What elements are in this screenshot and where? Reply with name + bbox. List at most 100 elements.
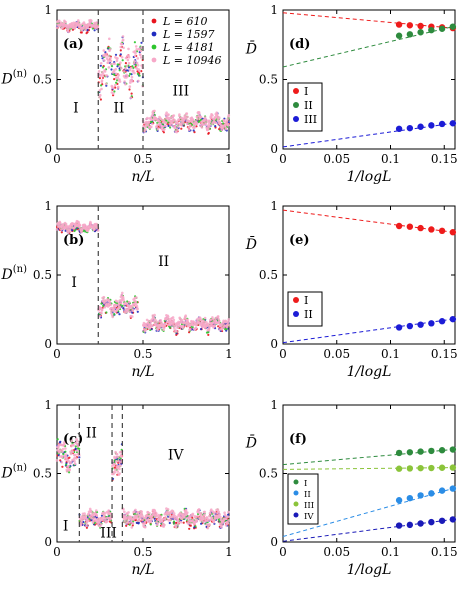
data-point	[395, 222, 403, 230]
y-axis-label: D(n)	[1, 463, 28, 482]
fit-line	[282, 518, 453, 542]
data-point	[189, 125, 192, 128]
data-point	[163, 322, 167, 326]
data-point	[117, 73, 120, 77]
legend-marker	[151, 18, 157, 24]
data-point	[99, 73, 103, 77]
data-point	[99, 98, 102, 101]
fit-line	[282, 449, 453, 466]
data-point	[103, 70, 107, 73]
data-point	[172, 318, 176, 322]
data-point	[217, 319, 221, 323]
data-point	[125, 524, 128, 527]
data-point	[207, 126, 210, 129]
data-point	[214, 121, 218, 124]
panel-e: 0 0.05 0.1 0.15 0 0.5 1 1/logL D̄ (e) III	[245, 199, 458, 380]
legend-entry: L = 4181	[162, 41, 215, 54]
data-point	[101, 72, 105, 75]
data-point	[138, 69, 141, 73]
data-point	[147, 120, 151, 124]
data-point	[167, 124, 170, 127]
data-point	[428, 464, 435, 472]
data-point	[64, 455, 68, 459]
data-point	[227, 510, 230, 514]
data-point	[129, 66, 133, 70]
x-tick-label: 0.05	[323, 545, 350, 559]
data-point	[124, 62, 127, 65]
data-point	[151, 324, 154, 327]
data-point	[95, 21, 99, 25]
data-point	[395, 522, 403, 529]
data-point	[224, 127, 228, 131]
data-point	[116, 470, 119, 473]
data-point	[156, 328, 159, 332]
data-point	[173, 517, 176, 520]
data-point	[122, 46, 125, 50]
data-point	[169, 126, 172, 129]
data-point	[428, 122, 435, 129]
data-point	[135, 61, 139, 65]
data-point	[214, 125, 217, 128]
data-point	[438, 25, 446, 32]
data-point	[113, 313, 116, 316]
y-tick-label: 0.5	[33, 73, 52, 87]
data-point	[227, 318, 230, 321]
data-point	[146, 124, 150, 127]
data-point	[173, 514, 177, 518]
data-point	[137, 79, 140, 83]
data-point	[97, 70, 101, 73]
region-label: III	[100, 525, 117, 541]
data-point	[113, 84, 117, 87]
data-point	[140, 46, 143, 49]
data-point	[147, 518, 150, 521]
data-point	[417, 22, 424, 30]
data-point	[136, 72, 139, 75]
data-point	[121, 291, 124, 295]
data-point	[183, 516, 186, 519]
data-point	[150, 517, 153, 521]
data-point	[92, 519, 95, 523]
data-point	[203, 120, 206, 123]
data-point	[133, 54, 137, 58]
data-point	[99, 64, 102, 67]
data-point	[395, 449, 403, 457]
data-point	[101, 518, 105, 522]
data-point	[64, 20, 67, 24]
data-point	[111, 315, 114, 319]
data-point	[113, 78, 116, 81]
data-point	[139, 49, 143, 53]
data-point	[219, 515, 222, 519]
data-point	[406, 124, 414, 132]
y-tick-label: 0	[44, 535, 52, 549]
x-tick-label: 0	[279, 545, 287, 559]
data-point	[180, 124, 183, 127]
x-tick-label: 0.15	[431, 545, 458, 559]
data-point	[417, 29, 424, 36]
data-point	[60, 461, 63, 464]
data-point	[150, 118, 153, 121]
data-point	[135, 304, 139, 308]
fit-line	[282, 122, 453, 148]
data-point	[64, 447, 67, 450]
data-point	[78, 223, 82, 227]
region-label: II	[86, 425, 97, 441]
data-point	[70, 439, 73, 443]
legend-entry: L = 1597	[162, 28, 215, 41]
panel-label: (a)	[63, 37, 84, 52]
data-point	[100, 84, 103, 87]
data-point	[180, 318, 184, 322]
data-point	[167, 113, 170, 116]
y-tick-label: 0.5	[33, 467, 52, 481]
data-point	[120, 455, 123, 458]
data-point	[199, 115, 203, 119]
data-point	[105, 52, 108, 56]
data-point	[163, 523, 166, 527]
data-point	[131, 311, 134, 314]
legend-marker	[293, 88, 299, 94]
data-point	[139, 516, 142, 519]
data-point	[144, 328, 148, 332]
data-point	[58, 455, 62, 458]
data-point	[218, 513, 221, 516]
data-point	[68, 456, 71, 459]
data-point	[203, 320, 206, 324]
